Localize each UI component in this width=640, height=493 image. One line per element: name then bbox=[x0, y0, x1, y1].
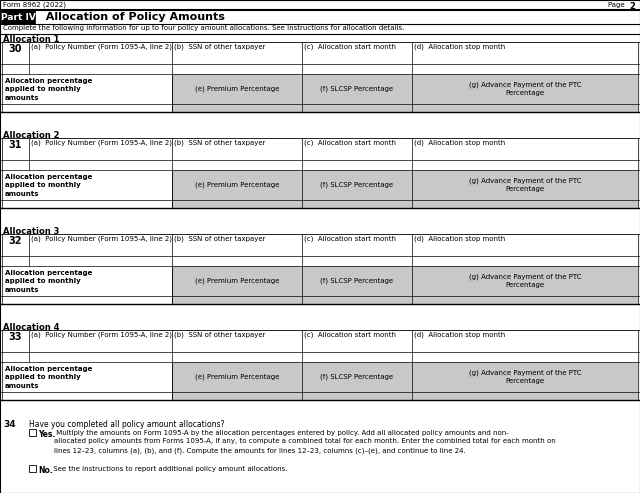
Text: (f) SLCSP Percentage: (f) SLCSP Percentage bbox=[321, 86, 394, 92]
Text: (b)  SSN of other taxpayer: (b) SSN of other taxpayer bbox=[174, 140, 266, 146]
Bar bbox=[412, 362, 638, 392]
Text: (a)  Policy Number (Form 1095-A, line 2): (a) Policy Number (Form 1095-A, line 2) bbox=[31, 140, 172, 146]
Bar bbox=[29, 465, 36, 472]
Text: No.: No. bbox=[38, 466, 52, 475]
Text: (b)  SSN of other taxpayer: (b) SSN of other taxpayer bbox=[174, 332, 266, 339]
Text: Yes.: Yes. bbox=[38, 430, 55, 439]
Text: Allocation percentage
applied to monthly
amounts: Allocation percentage applied to monthly… bbox=[5, 365, 92, 388]
Text: 30: 30 bbox=[9, 44, 22, 54]
Text: Allocation 4: Allocation 4 bbox=[3, 323, 60, 332]
Text: (f) SLCSP Percentage: (f) SLCSP Percentage bbox=[321, 278, 394, 284]
Bar bbox=[302, 362, 412, 392]
Text: Form 8962 (2022): Form 8962 (2022) bbox=[3, 2, 66, 8]
Text: 32: 32 bbox=[9, 236, 22, 246]
Text: 33: 33 bbox=[9, 332, 22, 342]
Bar bbox=[2, 170, 172, 200]
Text: Allocation 1: Allocation 1 bbox=[3, 35, 60, 44]
Text: (a)  Policy Number (Form 1095-A, line 2): (a) Policy Number (Form 1095-A, line 2) bbox=[31, 236, 172, 243]
Bar bbox=[172, 104, 302, 112]
Text: Part IV: Part IV bbox=[1, 12, 35, 22]
Text: (d)  Allocation stop month: (d) Allocation stop month bbox=[414, 236, 505, 243]
Text: (a)  Policy Number (Form 1095-A, line 2): (a) Policy Number (Form 1095-A, line 2) bbox=[31, 332, 172, 339]
Bar bbox=[172, 362, 302, 392]
Text: (d)  Allocation stop month: (d) Allocation stop month bbox=[414, 140, 505, 146]
Text: (g) Advance Payment of the PTC
Percentage: (g) Advance Payment of the PTC Percentag… bbox=[468, 274, 581, 288]
Text: (d)  Allocation stop month: (d) Allocation stop month bbox=[414, 44, 505, 50]
Bar bbox=[302, 296, 412, 304]
Text: (e) Premium Percentage: (e) Premium Percentage bbox=[195, 374, 279, 380]
Bar bbox=[29, 429, 36, 436]
Text: (c)  Allocation start month: (c) Allocation start month bbox=[304, 332, 396, 339]
Bar bbox=[302, 170, 412, 200]
Text: (d)  Allocation stop month: (d) Allocation stop month bbox=[414, 332, 505, 339]
Text: Have you completed all policy amount allocations?: Have you completed all policy amount all… bbox=[29, 420, 225, 429]
Text: (g) Advance Payment of the PTC
Percentage: (g) Advance Payment of the PTC Percentag… bbox=[468, 178, 581, 192]
Bar bbox=[302, 104, 412, 112]
Text: (b)  SSN of other taxpayer: (b) SSN of other taxpayer bbox=[174, 44, 266, 50]
Bar bbox=[412, 296, 638, 304]
Text: See the instructions to report additional policy amount allocations.: See the instructions to report additiona… bbox=[51, 466, 287, 472]
Bar bbox=[302, 200, 412, 208]
Bar bbox=[302, 266, 412, 296]
Text: (e) Premium Percentage: (e) Premium Percentage bbox=[195, 86, 279, 92]
Bar bbox=[2, 74, 172, 104]
Text: Page: Page bbox=[608, 2, 627, 8]
Bar bbox=[172, 74, 302, 104]
Bar bbox=[302, 74, 412, 104]
Text: Allocation percentage
applied to monthly
amounts: Allocation percentage applied to monthly… bbox=[5, 77, 92, 101]
Bar bbox=[302, 392, 412, 400]
Text: Allocation 3: Allocation 3 bbox=[3, 227, 60, 236]
Bar bbox=[172, 392, 302, 400]
Text: (c)  Allocation start month: (c) Allocation start month bbox=[304, 236, 396, 243]
Bar bbox=[172, 200, 302, 208]
Text: (f) SLCSP Percentage: (f) SLCSP Percentage bbox=[321, 182, 394, 188]
Text: Complete the following information for up to four policy amount allocations. See: Complete the following information for u… bbox=[3, 25, 404, 31]
Text: (g) Advance Payment of the PTC
Percentage: (g) Advance Payment of the PTC Percentag… bbox=[468, 82, 581, 96]
Text: (e) Premium Percentage: (e) Premium Percentage bbox=[195, 182, 279, 188]
Bar bbox=[412, 266, 638, 296]
Text: Allocation percentage
applied to monthly
amounts: Allocation percentage applied to monthly… bbox=[5, 174, 92, 197]
Text: (a)  Policy Number (Form 1095-A, line 2): (a) Policy Number (Form 1095-A, line 2) bbox=[31, 44, 172, 50]
Bar bbox=[412, 392, 638, 400]
Bar bbox=[172, 266, 302, 296]
Bar bbox=[172, 170, 302, 200]
Bar bbox=[172, 296, 302, 304]
Text: Allocation 2: Allocation 2 bbox=[3, 131, 60, 140]
Text: Allocation of Policy Amounts: Allocation of Policy Amounts bbox=[38, 12, 225, 22]
Text: 31: 31 bbox=[9, 140, 22, 150]
Text: (c)  Allocation start month: (c) Allocation start month bbox=[304, 44, 396, 50]
Text: 2: 2 bbox=[629, 2, 635, 11]
Bar bbox=[412, 170, 638, 200]
Text: (e) Premium Percentage: (e) Premium Percentage bbox=[195, 278, 279, 284]
Bar bbox=[2, 266, 172, 296]
Text: (b)  SSN of other taxpayer: (b) SSN of other taxpayer bbox=[174, 236, 266, 243]
Text: 34: 34 bbox=[3, 420, 15, 429]
Bar bbox=[412, 74, 638, 104]
Bar bbox=[412, 200, 638, 208]
Text: (f) SLCSP Percentage: (f) SLCSP Percentage bbox=[321, 374, 394, 380]
Bar bbox=[2, 362, 172, 392]
Text: Multiply the amounts on Form 1095-A by the allocation percentages entered by pol: Multiply the amounts on Form 1095-A by t… bbox=[54, 430, 556, 454]
Bar bbox=[1, 10, 35, 24]
Text: Allocation percentage
applied to monthly
amounts: Allocation percentage applied to monthly… bbox=[5, 270, 92, 292]
Text: (c)  Allocation start month: (c) Allocation start month bbox=[304, 140, 396, 146]
Bar bbox=[412, 104, 638, 112]
Text: (g) Advance Payment of the PTC
Percentage: (g) Advance Payment of the PTC Percentag… bbox=[468, 370, 581, 384]
